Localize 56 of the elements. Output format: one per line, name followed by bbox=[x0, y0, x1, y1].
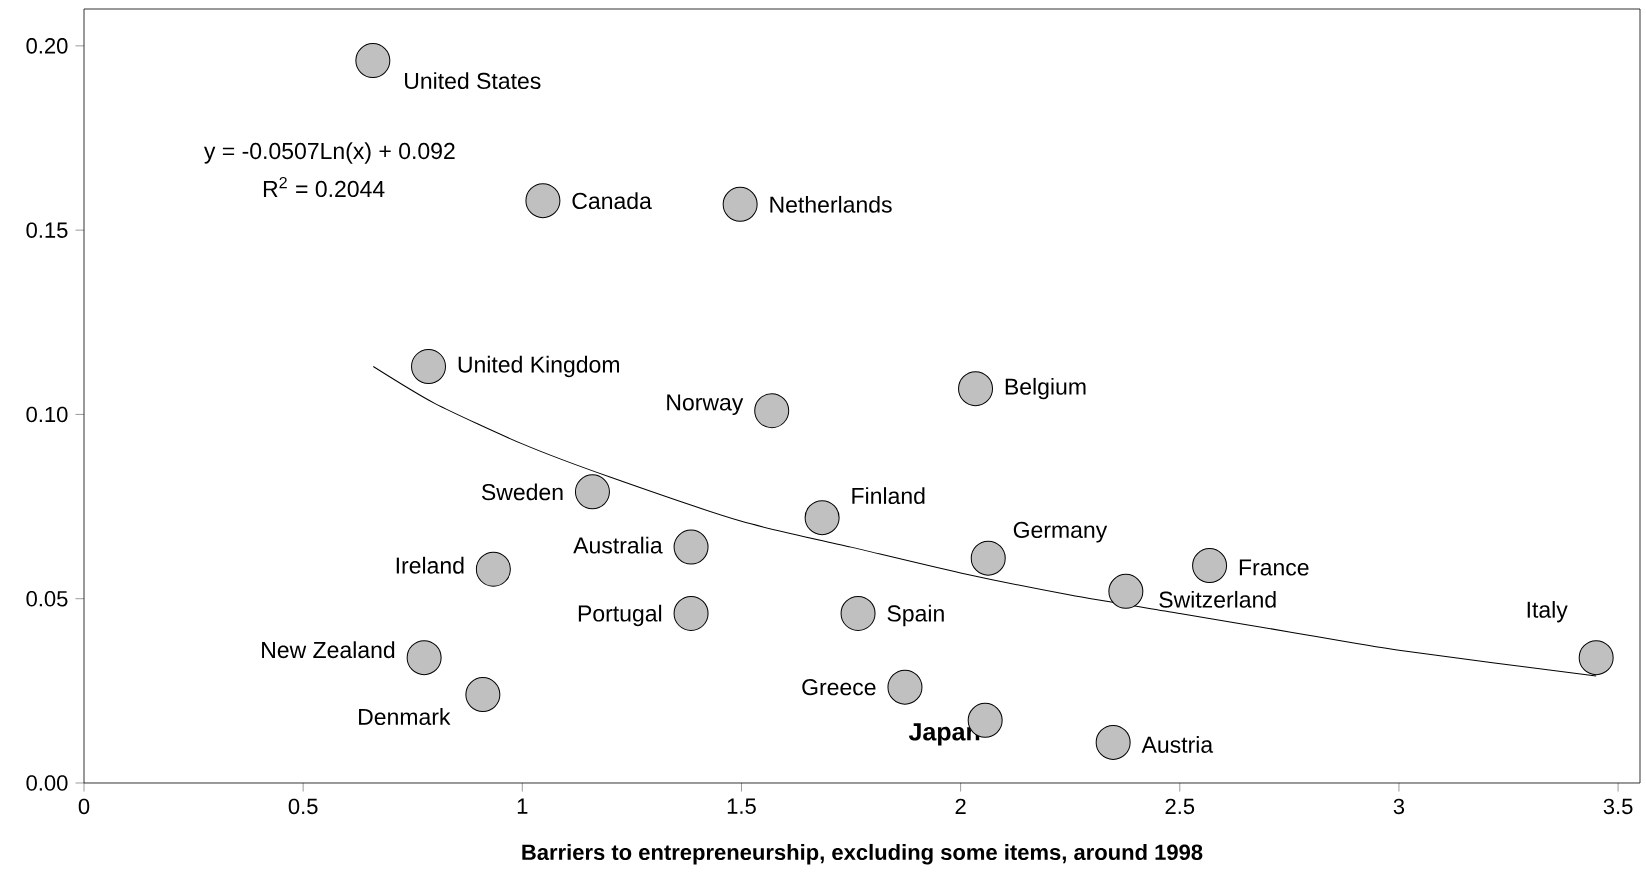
annotation: Belgium bbox=[1005, 377, 1086, 400]
annotation: United Kingdom bbox=[458, 355, 619, 378]
point bbox=[411, 349, 447, 385]
annotation: y = -0.0507Ln(x) + 0.092 bbox=[203, 142, 455, 164]
annotation: R$^{2}$ = 0.2044 bbox=[263, 176, 385, 198]
annotation: Sweden bbox=[481, 483, 563, 501]
annotation: Australia bbox=[573, 536, 663, 554]
point bbox=[355, 43, 391, 79]
annotation: Netherlands bbox=[770, 195, 892, 213]
annotation: New Zealand bbox=[262, 641, 395, 659]
x-tick-label: 3.5 bbox=[1603, 798, 1633, 815]
annotation: Canada bbox=[572, 192, 652, 210]
annotation: Germany bbox=[1013, 521, 1108, 543]
point bbox=[804, 500, 840, 536]
point bbox=[1108, 573, 1144, 609]
annotation: United States bbox=[405, 72, 541, 90]
point bbox=[958, 371, 994, 407]
annotation: Spain bbox=[887, 604, 944, 627]
x-tick-label: 1.5 bbox=[727, 798, 756, 814]
point bbox=[574, 474, 610, 510]
x-tick-label: 0.5 bbox=[288, 798, 318, 815]
y-tick-label: 0.20 bbox=[26, 38, 68, 54]
annotation: Italy bbox=[1527, 600, 1568, 623]
annotation: France bbox=[1239, 559, 1309, 576]
x-axis-title: Barriers to entrepreneurship, excluding some items, around 1998 bbox=[522, 843, 1203, 865]
x-tick-label: 3 bbox=[1393, 798, 1405, 815]
y-tick-label: 0.10 bbox=[26, 406, 68, 423]
annotation: Norway bbox=[667, 394, 744, 416]
point bbox=[465, 677, 501, 713]
point bbox=[406, 640, 442, 676]
point bbox=[840, 595, 876, 631]
point bbox=[887, 669, 923, 705]
point bbox=[525, 183, 561, 219]
annotation: Finland bbox=[852, 487, 925, 505]
point bbox=[1578, 640, 1614, 676]
point bbox=[475, 551, 511, 587]
x-tick-label: 2 bbox=[955, 798, 966, 814]
y-tick-label: 0.05 bbox=[26, 590, 68, 607]
annotation: Ireland bbox=[396, 556, 464, 574]
point bbox=[722, 186, 758, 222]
annotation: Denmark bbox=[359, 708, 451, 725]
point bbox=[754, 393, 790, 429]
point bbox=[1192, 548, 1228, 584]
point bbox=[673, 529, 709, 565]
x-tick-label: 1 bbox=[517, 798, 528, 814]
annotation: Portugal bbox=[578, 604, 662, 627]
x-tick-label: 0 bbox=[78, 798, 90, 815]
annotation: Switzerland bbox=[1159, 590, 1276, 608]
point bbox=[673, 595, 709, 631]
point bbox=[1095, 724, 1131, 760]
annotation: Greece bbox=[802, 679, 876, 696]
x-tick-label: 2.5 bbox=[1165, 798, 1195, 815]
y-tick-label: 0.00 bbox=[26, 775, 68, 791]
annotation: Austria bbox=[1141, 736, 1214, 753]
point bbox=[970, 540, 1006, 576]
y-tick-label: 0.15 bbox=[26, 222, 68, 238]
